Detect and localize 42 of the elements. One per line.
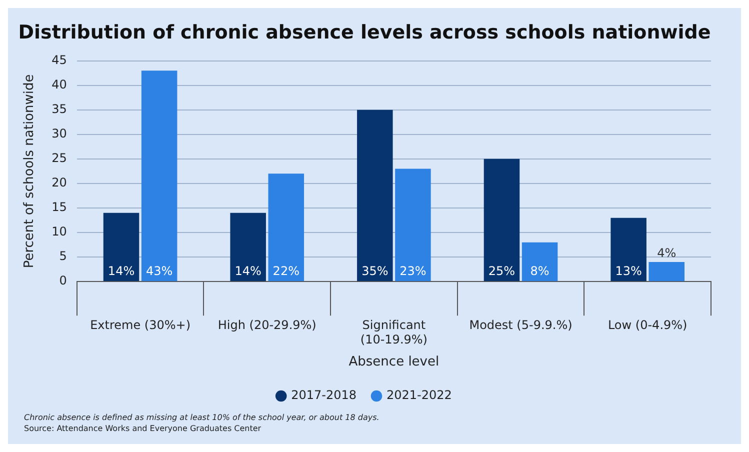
data-label: 14% <box>234 264 262 278</box>
y-tick-label: 45 <box>52 52 67 67</box>
x-tick-label: High (20-29.9%) <box>218 318 316 332</box>
x-axis-title: Absence level <box>348 354 440 370</box>
y-tick-label: 25 <box>52 151 67 166</box>
x-tick-label: Significant (10-19.9%) <box>360 318 428 346</box>
data-label: 23% <box>400 264 426 278</box>
data-label: 14% <box>108 264 135 278</box>
y-tick-label: 10 <box>52 224 67 239</box>
data-label: 25% <box>488 264 516 278</box>
bar <box>648 262 684 282</box>
bar <box>357 110 393 282</box>
legend-label: 2021-2022 <box>386 388 452 402</box>
y-tick-label: 20 <box>52 176 67 190</box>
source-note: Source: Attendance Works and Everyone Graduates Center <box>24 423 262 434</box>
data-label: 4% <box>657 246 676 260</box>
x-tick-label: Extreme (30%+) <box>90 318 190 332</box>
x-tick-label: Low (0-4.9%) <box>608 318 688 332</box>
bar <box>230 212 266 282</box>
bar <box>522 242 558 282</box>
text: Chronic absence is defined as missing at least 10% of the school year, or about 18 days. <box>24 412 380 423</box>
legend-label: 2017-2018 <box>291 388 357 402</box>
data-label: 22% <box>272 264 300 278</box>
y-tick-label: 0 <box>59 274 67 288</box>
x-tick-label: Modest (5-9.9.%) <box>469 318 572 332</box>
bar <box>268 174 304 282</box>
data-label: 43% <box>146 264 173 278</box>
data-label: 8% <box>530 264 550 278</box>
y-tick-label: 30 <box>52 126 67 141</box>
bar <box>141 70 178 282</box>
bar <box>610 218 646 282</box>
y-tick-label: 5 <box>59 249 67 264</box>
y-tick-label: 40 <box>52 77 67 92</box>
y-tick-label: 15 <box>52 200 67 214</box>
data-label: 13% <box>615 264 642 278</box>
bar <box>103 212 140 282</box>
bar <box>484 158 520 282</box>
chart-title: Distribution of chronic absence levels across schools nationwide <box>18 21 711 44</box>
y-tick-label: 35 <box>52 102 67 116</box>
data-label: 35% <box>362 264 388 278</box>
bar <box>395 168 431 282</box>
y-axis-title: Percent of schools nationwide <box>22 74 38 268</box>
